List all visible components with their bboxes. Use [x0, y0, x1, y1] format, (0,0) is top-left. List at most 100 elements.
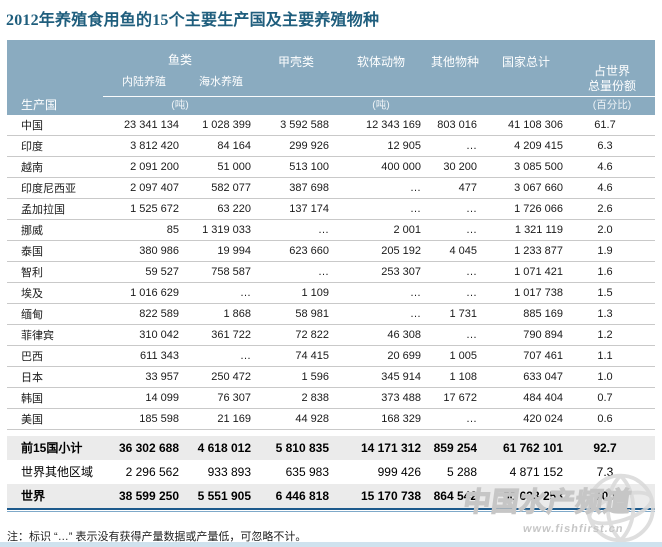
- value-cell: 14 099: [103, 387, 185, 409]
- value-cell: 611 343: [103, 345, 185, 367]
- col-header-share: 占世界 总量份额: [569, 40, 656, 96]
- value-cell: 38 599 250: [103, 483, 185, 508]
- value-cell: 61.7: [569, 114, 656, 136]
- value-cell: …: [427, 408, 484, 430]
- value-cell: 76 307: [185, 387, 258, 409]
- table-row: 韩国 14 099 76 307 2 838 373 488 17 672 484 404 0…: [7, 387, 656, 409]
- value-cell: 2 097 407: [103, 177, 185, 199]
- country-cell: 孟加拉国: [7, 198, 103, 220]
- value-cell: 582 077: [185, 177, 258, 199]
- value-cell: 623 660: [257, 240, 336, 262]
- value-cell: 380 986: [103, 240, 185, 262]
- value-cell: 6.3: [569, 135, 656, 157]
- country-cell: 世界其他区域: [21, 465, 94, 479]
- value-cell: 2 296 562: [125, 464, 179, 479]
- value-cell: 1 005: [427, 345, 484, 367]
- value-cell: …: [335, 282, 428, 304]
- value-cell: 61 762 101: [483, 435, 570, 460]
- value-cell: 3 812 420: [103, 135, 185, 157]
- value-cell: 23 341 134: [103, 114, 185, 136]
- value-cell: 7.3: [596, 464, 614, 479]
- value-cell: 85: [103, 219, 185, 241]
- country-cell: 巴西: [7, 345, 103, 367]
- table-row: 日本 33 957 250 472 1 596 345 914 1 108 633 047 1…: [7, 366, 656, 388]
- value-cell: 253 307: [335, 261, 428, 283]
- value-cell: …: [427, 219, 484, 241]
- value-cell: 3 085 500: [483, 156, 570, 178]
- value-cell: 310 042: [103, 324, 185, 346]
- value-cell: 51 000: [185, 156, 258, 178]
- value-cell: 205 192: [335, 240, 428, 262]
- col-header-other: 其他物种: [427, 40, 484, 96]
- value-cell: 1 731: [427, 303, 484, 325]
- value-cell: …: [427, 282, 484, 304]
- value-cell: 137 174: [257, 198, 336, 220]
- col-header-total: 国家总计: [483, 40, 570, 96]
- table-body: 中国 23 341 134 1 028 399 3 592 588 12 343 169…: [7, 114, 656, 430]
- value-cell: 66 633 253: [483, 483, 570, 508]
- bottom-rule-thick: [7, 507, 655, 510]
- value-cell: 1 016 629: [103, 282, 185, 304]
- bottom-rule-thin: [7, 510, 655, 512]
- country-cell: 世界: [7, 483, 103, 508]
- value-cell: 1.0: [569, 366, 656, 388]
- value-cell: …: [427, 324, 484, 346]
- table-row: 埃及 1 016 629… 1 109…… 1 017 738 1.5: [7, 282, 656, 304]
- country-cell: 缅甸: [7, 303, 103, 325]
- value-cell: 12 905: [335, 135, 428, 157]
- value-cell: 803 016: [427, 114, 484, 136]
- value-cell: 20 699: [335, 345, 428, 367]
- table-row: 菲律宾 310 042 361 722 72 822 46 308… 790 894 1.2: [7, 324, 656, 346]
- value-cell: 74 415: [257, 345, 336, 367]
- value-cell: 373 488: [335, 387, 428, 409]
- unit-blank-3: [483, 95, 570, 115]
- value-cell: …: [257, 261, 336, 283]
- unit-percent: (百分比): [569, 95, 656, 115]
- value-cell: 387 698: [257, 177, 336, 199]
- col-header-marine: 海水养殖: [185, 70, 258, 96]
- table-row: 印度尼西亚 2 097 407 582 077 387 698… 477 3 067 66…: [7, 177, 656, 199]
- value-cell: 1 108: [427, 366, 484, 388]
- country-cell: 智利: [7, 261, 103, 283]
- value-cell: 4.6: [569, 177, 656, 199]
- table-row: 世界 38 599 250 5 551 905 6 446 818 15 170 738…: [7, 483, 656, 508]
- value-cell: 1 596: [257, 366, 336, 388]
- value-cell: …: [335, 198, 428, 220]
- value-cell: 864 542: [427, 483, 484, 508]
- country-cell: 埃及: [7, 282, 103, 304]
- value-cell: 1 525 672: [103, 198, 185, 220]
- value-cell: 2.6: [569, 198, 656, 220]
- value-cell: 4 871 152: [509, 464, 564, 479]
- country-cell: 越南: [7, 156, 103, 178]
- value-cell: 5 288: [446, 464, 478, 479]
- value-cell: 361 722: [185, 324, 258, 346]
- unit-tonnes-mid: (吨): [335, 95, 428, 115]
- value-cell: 100: [569, 483, 656, 508]
- value-cell: …: [427, 198, 484, 220]
- value-cell: 15 170 738: [335, 483, 428, 508]
- value-cell: 484 404: [483, 387, 570, 409]
- value-cell: 859 254: [427, 435, 484, 460]
- value-cell: 400 000: [335, 156, 428, 178]
- table-row: 印度 3 812 420 84 164 299 926 12 905… 4 209 415…: [7, 135, 656, 157]
- country-cell: 韩国: [7, 387, 103, 409]
- country-cell: 菲律宾: [7, 324, 103, 346]
- value-cell: 1 321 119: [483, 219, 570, 241]
- value-cell: 1 233 877: [483, 240, 570, 262]
- value-cell: …: [427, 261, 484, 283]
- value-cell: 1 319 033: [185, 219, 258, 241]
- value-cell: 4 045: [427, 240, 484, 262]
- value-cell: 1.1: [569, 345, 656, 367]
- value-cell: 4 618 012: [185, 435, 258, 460]
- value-cell: …: [185, 345, 258, 367]
- value-cell: 635 983: [285, 464, 330, 479]
- table-summary: 前15国小计 36 302 688 4 618 012 5 810 835 14 171…: [7, 435, 656, 508]
- col-header-molluscs: 软体动物: [335, 40, 428, 96]
- country-cell: 前15国小计: [7, 435, 103, 460]
- value-cell: …: [427, 135, 484, 157]
- value-cell: 92.7: [569, 435, 656, 460]
- value-cell: 1.2: [569, 324, 656, 346]
- value-cell: 2 838: [257, 387, 336, 409]
- footer-strip: [0, 542, 662, 547]
